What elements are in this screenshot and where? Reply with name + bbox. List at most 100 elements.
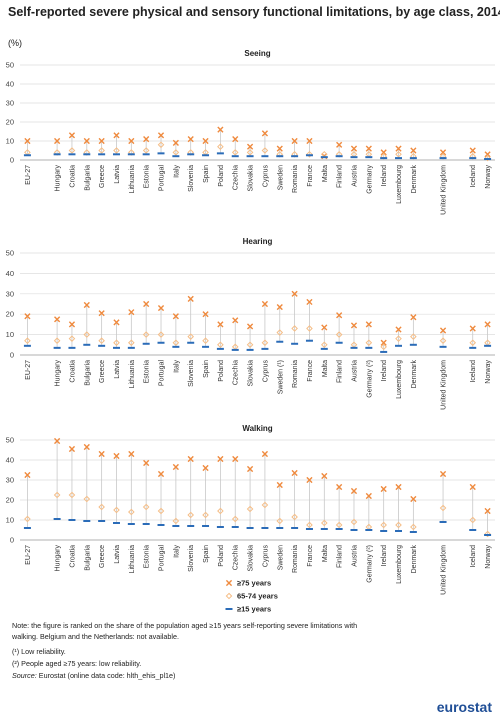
marker-diamond [439,337,447,345]
x-tick-label: Luxembourg [396,545,403,584]
y-tick-label: 0 [10,351,14,360]
marker-cross [83,443,90,451]
x-tick-label: Germany [366,165,373,194]
panel-title: Walking [242,424,272,433]
marker-cross [439,149,447,156]
marker-diamond [98,503,105,511]
marker-cross [395,326,402,333]
marker-cross [68,321,76,328]
x-tick-label: Bulgaria [84,360,91,386]
x-tick-label: Croatia [69,165,76,188]
x-tick-label: EU-27 [25,360,32,380]
marker-cross [365,145,372,152]
marker-cross [143,136,150,143]
marker-cross [380,339,387,346]
marker-cross [321,472,328,480]
marker-diamond [246,341,254,349]
source-label: Source: [12,671,37,680]
notes: (¹) Low reliability. (²) People aged ≥75… [12,647,175,680]
marker-cross [232,136,239,143]
y-tick-label: 20 [6,496,14,505]
marker-diamond [306,521,313,529]
y-tick-label: 40 [6,80,14,89]
x-tick-label: Estonia [144,165,151,188]
y-tick-label: 0 [10,156,14,165]
marker-diamond [83,331,91,338]
marker-cross [232,317,239,324]
marker-diamond [128,339,135,347]
marker-diamond [276,329,284,336]
marker-cross [202,311,209,318]
marker-cross [321,324,328,331]
x-tick-label: Sweden (¹) [277,360,284,394]
marker-cross [98,310,105,317]
marker-diamond [395,335,402,342]
x-tick-label: Italy [173,165,180,178]
marker-cross [306,137,313,145]
marker-cross [24,137,31,145]
marker-cross [83,137,90,145]
x-tick-label: Iceland [470,545,477,568]
x-tick-label: Portugal [159,360,166,387]
marker-diamond [350,518,358,526]
y-tick-label: 40 [6,269,14,278]
marker-cross [410,314,417,321]
marker-diamond [276,517,284,525]
y-tick-label: 20 [6,118,14,127]
note-line: walking. Belgium and the Netherlands: no… [11,632,179,641]
marker-diamond [306,325,313,332]
legend-symbol [225,579,233,587]
marker-diamond [306,150,313,158]
x-tick-label: Norway [485,545,492,569]
logo: eurostat [437,699,493,715]
chart-subtitle: (%) [8,38,22,48]
marker-diamond [291,325,298,332]
x-tick-label: Hungary [55,545,62,572]
chart-title: Self-reported severe physical and sensor… [8,5,500,19]
marker-diamond [439,504,447,512]
marker-diamond [320,519,328,527]
x-tick-label: Ireland [381,360,388,382]
x-tick-label: Malta [322,165,329,182]
marker-diamond [484,154,491,162]
marker-cross [439,470,447,478]
x-tick-label: Bulgaria [84,545,91,571]
marker-diamond [484,530,491,538]
marker-diamond [231,515,239,523]
marker-cross [217,126,224,133]
x-tick-label: Slovenia [188,545,195,572]
marker-diamond [217,507,224,515]
marker-cross [143,300,150,308]
marker-cross [469,325,476,332]
marker-diamond [98,147,105,154]
x-tick-label: Finland [337,360,344,383]
marker-diamond [98,337,105,345]
x-tick-label: Czechia [233,360,240,385]
marker-diamond [53,491,61,499]
x-tick-label: Austria [351,545,358,567]
x-tick-label: Ireland [381,165,388,187]
marker-cross [484,321,491,328]
y-tick-label: 30 [6,289,14,298]
marker-cross [217,455,224,463]
marker-cross [202,137,209,145]
marker-diamond [335,521,343,529]
marker-cross [291,290,298,297]
x-tick-label: Estonia [144,360,151,383]
x-tick-label: Slovakia [248,545,255,572]
x-tick-label: Denmark [411,165,418,194]
marker-diamond [320,341,328,349]
marker-diamond [217,143,224,151]
marker-diamond [202,511,209,519]
marker-diamond [335,331,343,338]
x-tick-label: Denmark [411,360,418,389]
marker-cross [113,452,120,460]
marker-cross [380,485,387,493]
marker-cross [113,319,120,326]
x-tick-label: Slovakia [248,360,255,387]
x-tick-label: Greece [99,165,106,188]
x-tick-label: United Kingdom [441,360,448,410]
x-tick-label: France [307,165,314,187]
y-tick-label: 0 [10,536,14,545]
x-tick-label: Spain [203,360,210,378]
